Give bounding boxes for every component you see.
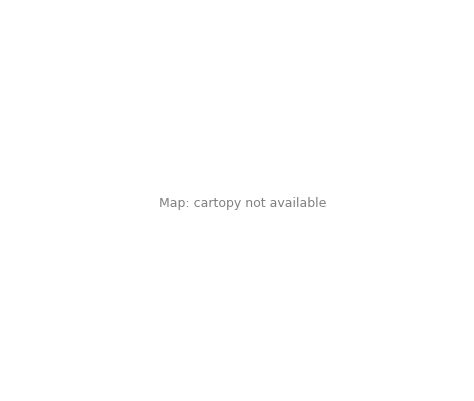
Text: Map: cartopy not available: Map: cartopy not available — [159, 196, 327, 209]
